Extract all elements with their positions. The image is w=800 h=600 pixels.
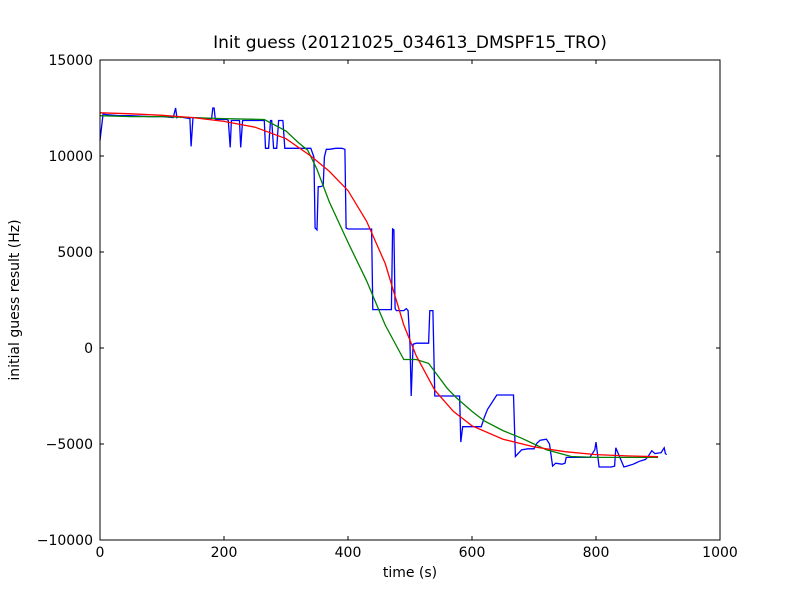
x-tick-label: 200 xyxy=(211,545,238,561)
x-tick-label: 1000 xyxy=(702,545,738,561)
y-tick-label: −10000 xyxy=(37,533,93,549)
y-tick-label: 0 xyxy=(84,341,93,357)
ticks-layer: 0 200 400 600 800 1000 −10000 −5000 0 5000 10000 15… xyxy=(37,53,738,561)
series-line-1 xyxy=(99,107,668,468)
x-tick-label: 600 xyxy=(459,545,486,561)
series-line-2 xyxy=(99,115,658,459)
y-tick-label: 10000 xyxy=(48,149,93,165)
series-line-3 xyxy=(99,112,659,458)
y-tick-label: 5000 xyxy=(57,245,93,261)
y-axis-label: initial guess result (Hz) xyxy=(7,219,23,380)
x-tick-label: 0 xyxy=(96,545,105,561)
x-axis-label: time (s) xyxy=(383,565,437,581)
chart-title: Init guess (20121025_034613_DMSPF15_TRO) xyxy=(213,33,607,53)
y-tick-label: 15000 xyxy=(48,53,93,69)
x-tick-label: 800 xyxy=(583,545,610,561)
plot-frame xyxy=(99,59,721,541)
plot-area xyxy=(100,60,720,540)
series-layer xyxy=(99,107,668,468)
x-tick-label: 400 xyxy=(335,545,362,561)
y-tick-label: −5000 xyxy=(46,437,93,453)
